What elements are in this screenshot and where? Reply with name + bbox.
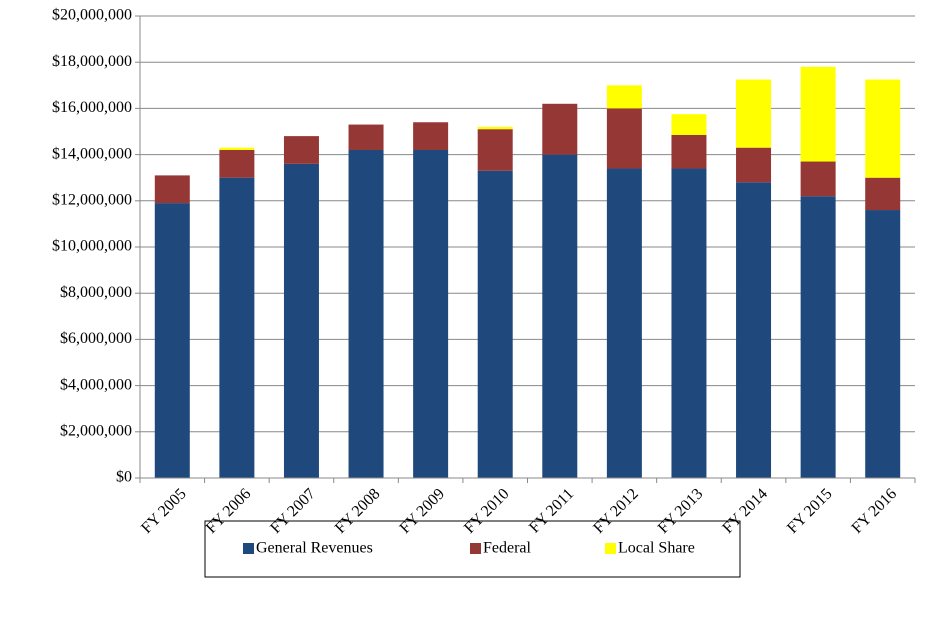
bar-segment: [736, 182, 772, 478]
y-tick-label: $4,000,000: [60, 376, 132, 393]
x-tick-label: FY 2015: [784, 485, 836, 537]
y-tick-label: $8,000,000: [60, 284, 132, 301]
bar-segment: [800, 66, 836, 162]
bar-segment: [413, 149, 449, 479]
x-tick-label: FY 2006: [203, 485, 255, 537]
bar-segment: [477, 170, 513, 478]
x-tick-label: FY 2007: [267, 485, 319, 537]
legend-swatch: [243, 543, 254, 554]
y-tick-label: $12,000,000: [52, 191, 132, 208]
bar-segment: [477, 129, 513, 171]
y-tick-label: $14,000,000: [52, 145, 132, 162]
y-tick-label: $20,000,000: [52, 7, 132, 24]
bar-segment: [671, 134, 707, 169]
bar-segment: [606, 85, 642, 109]
bar-segment: [413, 122, 449, 150]
x-tick-label: FY 2016: [849, 485, 901, 537]
x-tick-label: FY 2010: [461, 485, 513, 537]
bar-segment: [219, 149, 255, 178]
bar-segment: [154, 175, 190, 204]
bar-segment: [154, 203, 190, 479]
y-tick-label: $18,000,000: [52, 53, 132, 70]
bar-segment: [865, 210, 901, 479]
bar-segment: [671, 114, 707, 135]
bar-segment: [219, 147, 255, 150]
bar-segment: [865, 177, 901, 211]
y-tick-label: $0: [116, 469, 132, 486]
bar-segment: [606, 168, 642, 478]
bar-segment: [736, 79, 772, 148]
bar-segment: [283, 136, 319, 164]
legend-swatch: [605, 543, 616, 554]
bar-segment: [283, 163, 319, 478]
bar-segment: [671, 168, 707, 478]
bar-segment: [348, 124, 384, 150]
y-tick-label: $2,000,000: [60, 422, 132, 439]
y-tick-label: $16,000,000: [52, 99, 132, 116]
bar-segment: [800, 161, 836, 197]
x-tick-label: FY 2009: [397, 485, 449, 537]
bar-segment: [219, 177, 255, 478]
x-tick-label: FY 2008: [332, 485, 384, 537]
bar-segment: [606, 108, 642, 169]
bar-segment: [542, 154, 578, 478]
x-tick-label: FY 2011: [526, 485, 577, 536]
bar-segment: [736, 147, 772, 183]
x-tick-label: FY 2005: [138, 485, 190, 537]
legend-swatch: [470, 543, 481, 554]
y-tick-label: $10,000,000: [52, 238, 132, 255]
bar-segment: [348, 149, 384, 479]
x-tick-label: FY 2012: [590, 485, 642, 537]
y-tick-label: $6,000,000: [60, 330, 132, 347]
bar-segment: [800, 196, 836, 478]
legend-label: Local Share: [618, 540, 695, 557]
bar-segment: [477, 126, 513, 130]
legend-label: General Revenues: [256, 540, 373, 557]
bar-segment: [542, 103, 578, 155]
x-tick-label: FY 2013: [655, 485, 707, 537]
legend-label: Federal: [483, 540, 532, 557]
bar-segment: [865, 79, 901, 178]
legend-box: [204, 520, 741, 578]
x-tick-label: FY 2014: [719, 485, 771, 537]
